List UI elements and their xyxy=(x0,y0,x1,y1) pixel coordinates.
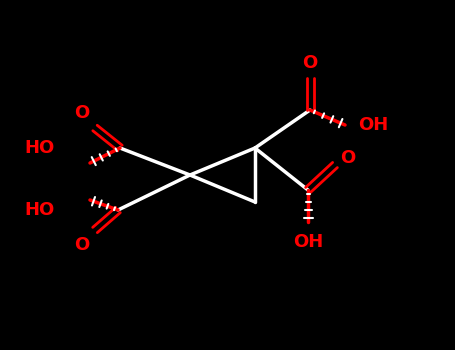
Text: O: O xyxy=(74,104,90,122)
Text: O: O xyxy=(74,236,90,254)
Text: OH: OH xyxy=(358,116,388,134)
Text: HO: HO xyxy=(25,139,55,157)
Text: HO: HO xyxy=(25,201,55,219)
Text: O: O xyxy=(303,54,318,72)
Text: O: O xyxy=(340,149,356,167)
Text: OH: OH xyxy=(293,233,323,251)
